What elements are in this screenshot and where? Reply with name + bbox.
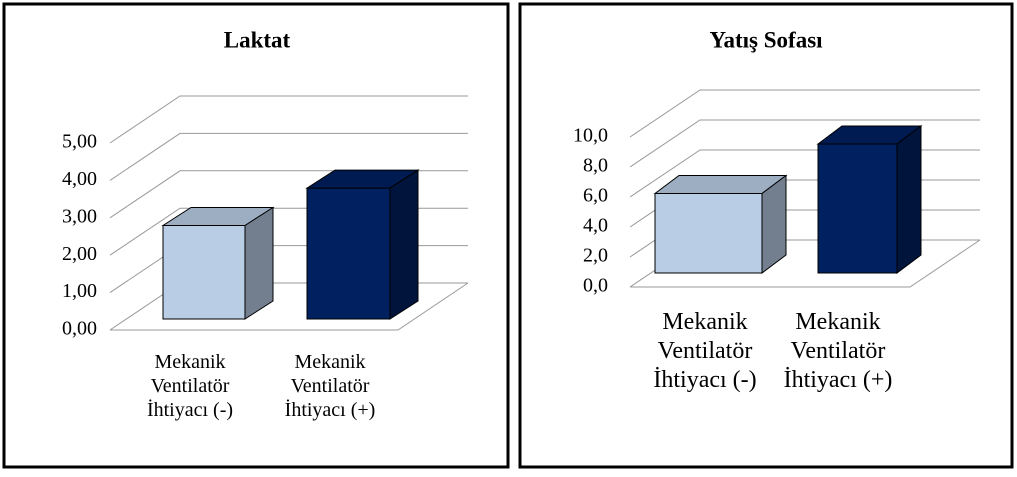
y-tick-label: 8,0 [583, 155, 608, 177]
bar [817, 143, 898, 274]
x-tick-label-box: Mekanik Ventilatör İhtiyacı (-) [146, 351, 234, 421]
x-tick-label: Mekanik Ventilatör İhtiyacı (-) [653, 309, 757, 393]
y-tick-label: 3,00 [62, 205, 97, 227]
bar-side [896, 125, 922, 274]
floor-edge [630, 239, 981, 288]
grid-line [109, 95, 468, 144]
y-tick-label: 6,0 [583, 185, 608, 207]
bar-side [761, 174, 787, 274]
bar [306, 187, 391, 320]
floor-edge [110, 282, 469, 331]
bar [162, 225, 246, 320]
chart-title: Laktat [224, 27, 291, 52]
x-tick-label: Mekanik Ventilatör İhtiyacı (+) [783, 309, 893, 393]
y-tick-label: 4,00 [62, 168, 97, 190]
y-tick-label: 0,0 [583, 275, 608, 297]
y-tick-label: 4,0 [583, 215, 608, 237]
y-tick-label: 10,0 [573, 125, 608, 147]
chart-title: Yatış Sofası [709, 27, 823, 52]
x-tick-label: Mekanik Ventilatör İhtiyacı (+) [284, 351, 376, 421]
y-tick-label: 2,00 [62, 243, 97, 265]
y-tick-label: 5,00 [62, 131, 97, 153]
y-tick-label: 1,00 [62, 280, 97, 302]
x-tick-label-box: Mekanik Ventilatör İhtiyacı (+) [783, 309, 893, 393]
y-tick-label: 0,00 [62, 318, 97, 340]
grid-line [109, 132, 468, 181]
bar-side [389, 169, 419, 320]
bar-side [244, 206, 274, 320]
grid-line [629, 119, 980, 168]
x-tick-label-box: Mekanik Ventilatör İhtiyacı (-) [653, 309, 757, 393]
x-tick-label-box: Mekanik Ventilatör İhtiyacı (+) [284, 351, 376, 421]
y-tick-label: 2,0 [583, 245, 608, 267]
x-tick-label: Mekanik Ventilatör İhtiyacı (-) [146, 351, 234, 421]
bar [654, 193, 763, 274]
grid-line [629, 89, 980, 138]
